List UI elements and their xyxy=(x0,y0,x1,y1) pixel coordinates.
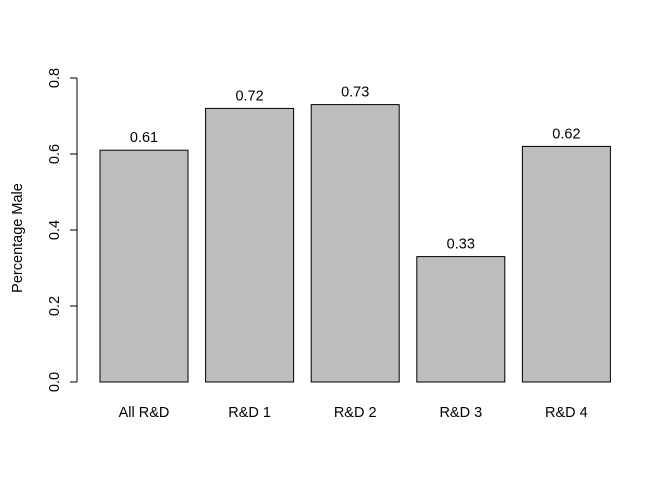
x-tick-label: R&D 2 xyxy=(334,405,377,421)
x-tick-label: R&D 1 xyxy=(228,405,271,421)
bar xyxy=(205,107,295,383)
y-tick-label: 0.4 xyxy=(47,220,63,240)
y-tick-label: 0.8 xyxy=(47,68,63,88)
y-tick-label: 0.6 xyxy=(47,144,63,164)
bar xyxy=(416,256,506,383)
data-labels: 0.61 0.72 0.73 0.33 0.62 xyxy=(130,85,581,253)
bar xyxy=(521,145,611,383)
data-label: 0.62 xyxy=(552,126,580,142)
x-tick-label: R&D 4 xyxy=(545,405,588,421)
x-tick-label: R&D 3 xyxy=(439,405,482,421)
data-label: 0.73 xyxy=(341,85,369,101)
data-label: 0.61 xyxy=(130,130,158,146)
bar xyxy=(310,104,400,383)
bar xyxy=(99,149,189,383)
x-axis-labels: All R&D R&D 1 R&D 2 R&D 3 R&D 4 xyxy=(119,405,588,421)
bars xyxy=(99,104,611,383)
x-tick-label: All R&D xyxy=(119,405,170,421)
data-label: 0.33 xyxy=(447,237,475,253)
y-axis: 0.0 0.2 0.4 0.6 0.8 xyxy=(47,68,78,392)
data-label: 0.72 xyxy=(235,88,263,104)
y-tick-label: 0.0 xyxy=(47,372,63,392)
y-tick-label: 0.2 xyxy=(47,296,63,316)
y-axis-title: Percentage Male xyxy=(10,183,26,293)
